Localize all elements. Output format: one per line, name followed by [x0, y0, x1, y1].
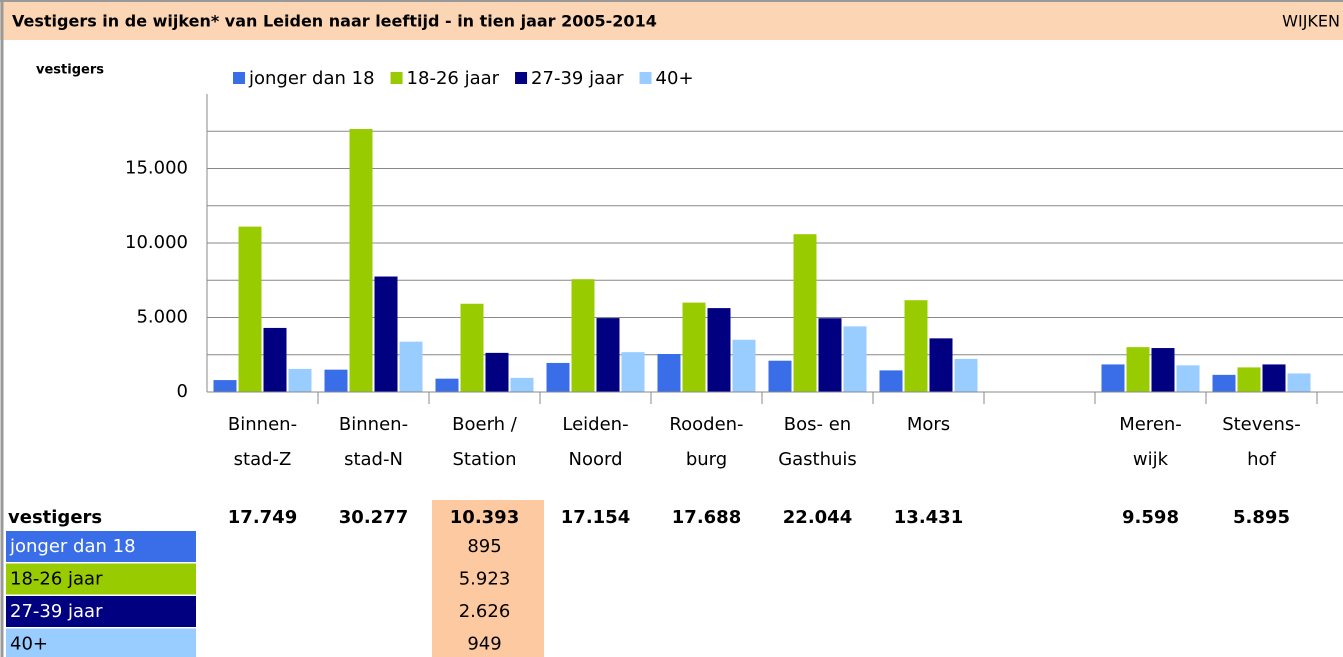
y-tick-label: 15.000 — [125, 158, 188, 179]
bar — [657, 354, 681, 392]
bar — [596, 318, 620, 392]
bar — [213, 380, 237, 392]
total-label: 5.895 — [1233, 507, 1290, 528]
total-label: 17.749 — [228, 507, 297, 528]
x-tick-label: Bos- en — [784, 414, 851, 435]
legend-row-label: 27-39 jaar — [10, 601, 103, 622]
bar — [238, 226, 262, 392]
bar — [288, 368, 312, 392]
bar — [263, 327, 287, 392]
detail-value: 5.923 — [459, 569, 511, 590]
legend-swatch — [515, 72, 528, 84]
legend-label: jonger dan 18 — [248, 68, 375, 89]
legend-row-label: jonger dan 18 — [9, 536, 136, 557]
legend-row-fill — [6, 531, 196, 562]
legend-label: 40+ — [656, 68, 694, 89]
bar — [374, 276, 398, 392]
bar — [1151, 348, 1175, 392]
legend-row-label: 40+ — [10, 634, 48, 655]
x-tick-label: Rooden- — [669, 414, 743, 435]
bar — [1176, 365, 1200, 392]
bar — [435, 378, 459, 392]
total-label: 10.393 — [450, 507, 519, 528]
legend-row-fill — [6, 628, 196, 657]
bar — [399, 341, 423, 392]
bar — [682, 302, 706, 392]
bar — [879, 370, 903, 392]
x-tick-label: Mors — [907, 414, 950, 435]
bar — [510, 377, 534, 392]
detail-value: 949 — [467, 634, 501, 655]
bar — [707, 308, 731, 392]
x-tick-label: Stevens- — [1222, 414, 1301, 435]
x-tick-label: Gasthuis — [778, 449, 857, 470]
detail-value: 895 — [467, 536, 501, 557]
legend-row-fill — [6, 563, 196, 595]
y-tick-label: 5.000 — [136, 307, 188, 328]
total-label: 13.431 — [894, 507, 963, 528]
bar — [349, 129, 373, 392]
header-bar — [0, 0, 1343, 40]
x-tick-label: wijk — [1133, 449, 1169, 470]
total-label: 30.277 — [339, 507, 408, 528]
bar — [732, 339, 756, 392]
x-tick-label: burg — [686, 449, 727, 470]
bar — [954, 358, 978, 392]
bar — [621, 352, 645, 392]
highlight-column — [432, 500, 544, 657]
bar — [485, 352, 509, 392]
total-label: 17.154 — [561, 507, 630, 528]
total-label: 22.044 — [783, 507, 852, 528]
bar — [324, 369, 348, 392]
legend-swatch — [390, 72, 403, 84]
bar — [546, 362, 570, 392]
x-tick-label: Leiden- — [562, 414, 628, 435]
totals-row-label: vestigers — [8, 507, 102, 528]
legend-label: 18-26 jaar — [407, 68, 500, 89]
legend-row-label: 18-26 jaar — [10, 569, 103, 590]
bar — [1262, 364, 1286, 392]
bar — [1101, 364, 1125, 392]
x-tick-label: Binnen- — [339, 414, 408, 435]
x-tick-label: Binnen- — [228, 414, 297, 435]
x-tick-label: stad-N — [344, 449, 403, 470]
legend-swatch — [233, 72, 245, 84]
bar — [1237, 367, 1261, 392]
legend-swatch — [639, 72, 652, 84]
x-tick-label: Noord — [569, 449, 623, 470]
y-tick-label: 10.000 — [125, 232, 188, 253]
bar — [1287, 373, 1311, 392]
total-label: 17.688 — [672, 507, 741, 528]
x-tick-label: hof — [1247, 449, 1276, 470]
total-label: 9.598 — [1122, 507, 1179, 528]
bar — [1212, 374, 1236, 392]
detail-value: 2.626 — [459, 601, 511, 622]
tab-label: WIJKEN — [1282, 12, 1340, 31]
bar — [768, 360, 792, 392]
bar — [843, 326, 867, 392]
y-axis-label: vestigers — [36, 63, 104, 78]
y-tick-label: 0 — [177, 381, 188, 402]
x-tick-label: Station — [453, 449, 517, 470]
bar — [1126, 347, 1150, 392]
x-tick-label: stad-Z — [234, 449, 292, 470]
bar — [904, 300, 928, 392]
legend-label: 27-39 jaar — [531, 68, 624, 89]
bar — [571, 279, 595, 392]
x-tick-label: Boerh / — [452, 414, 518, 435]
legend-row-fill — [6, 596, 196, 627]
x-tick-label: Meren- — [1119, 414, 1182, 435]
bar — [460, 303, 484, 392]
bar — [818, 318, 842, 392]
bar — [929, 338, 953, 392]
bar — [793, 234, 817, 392]
chart-title: Vestigers in de wijken* van Leiden naar … — [12, 12, 657, 31]
